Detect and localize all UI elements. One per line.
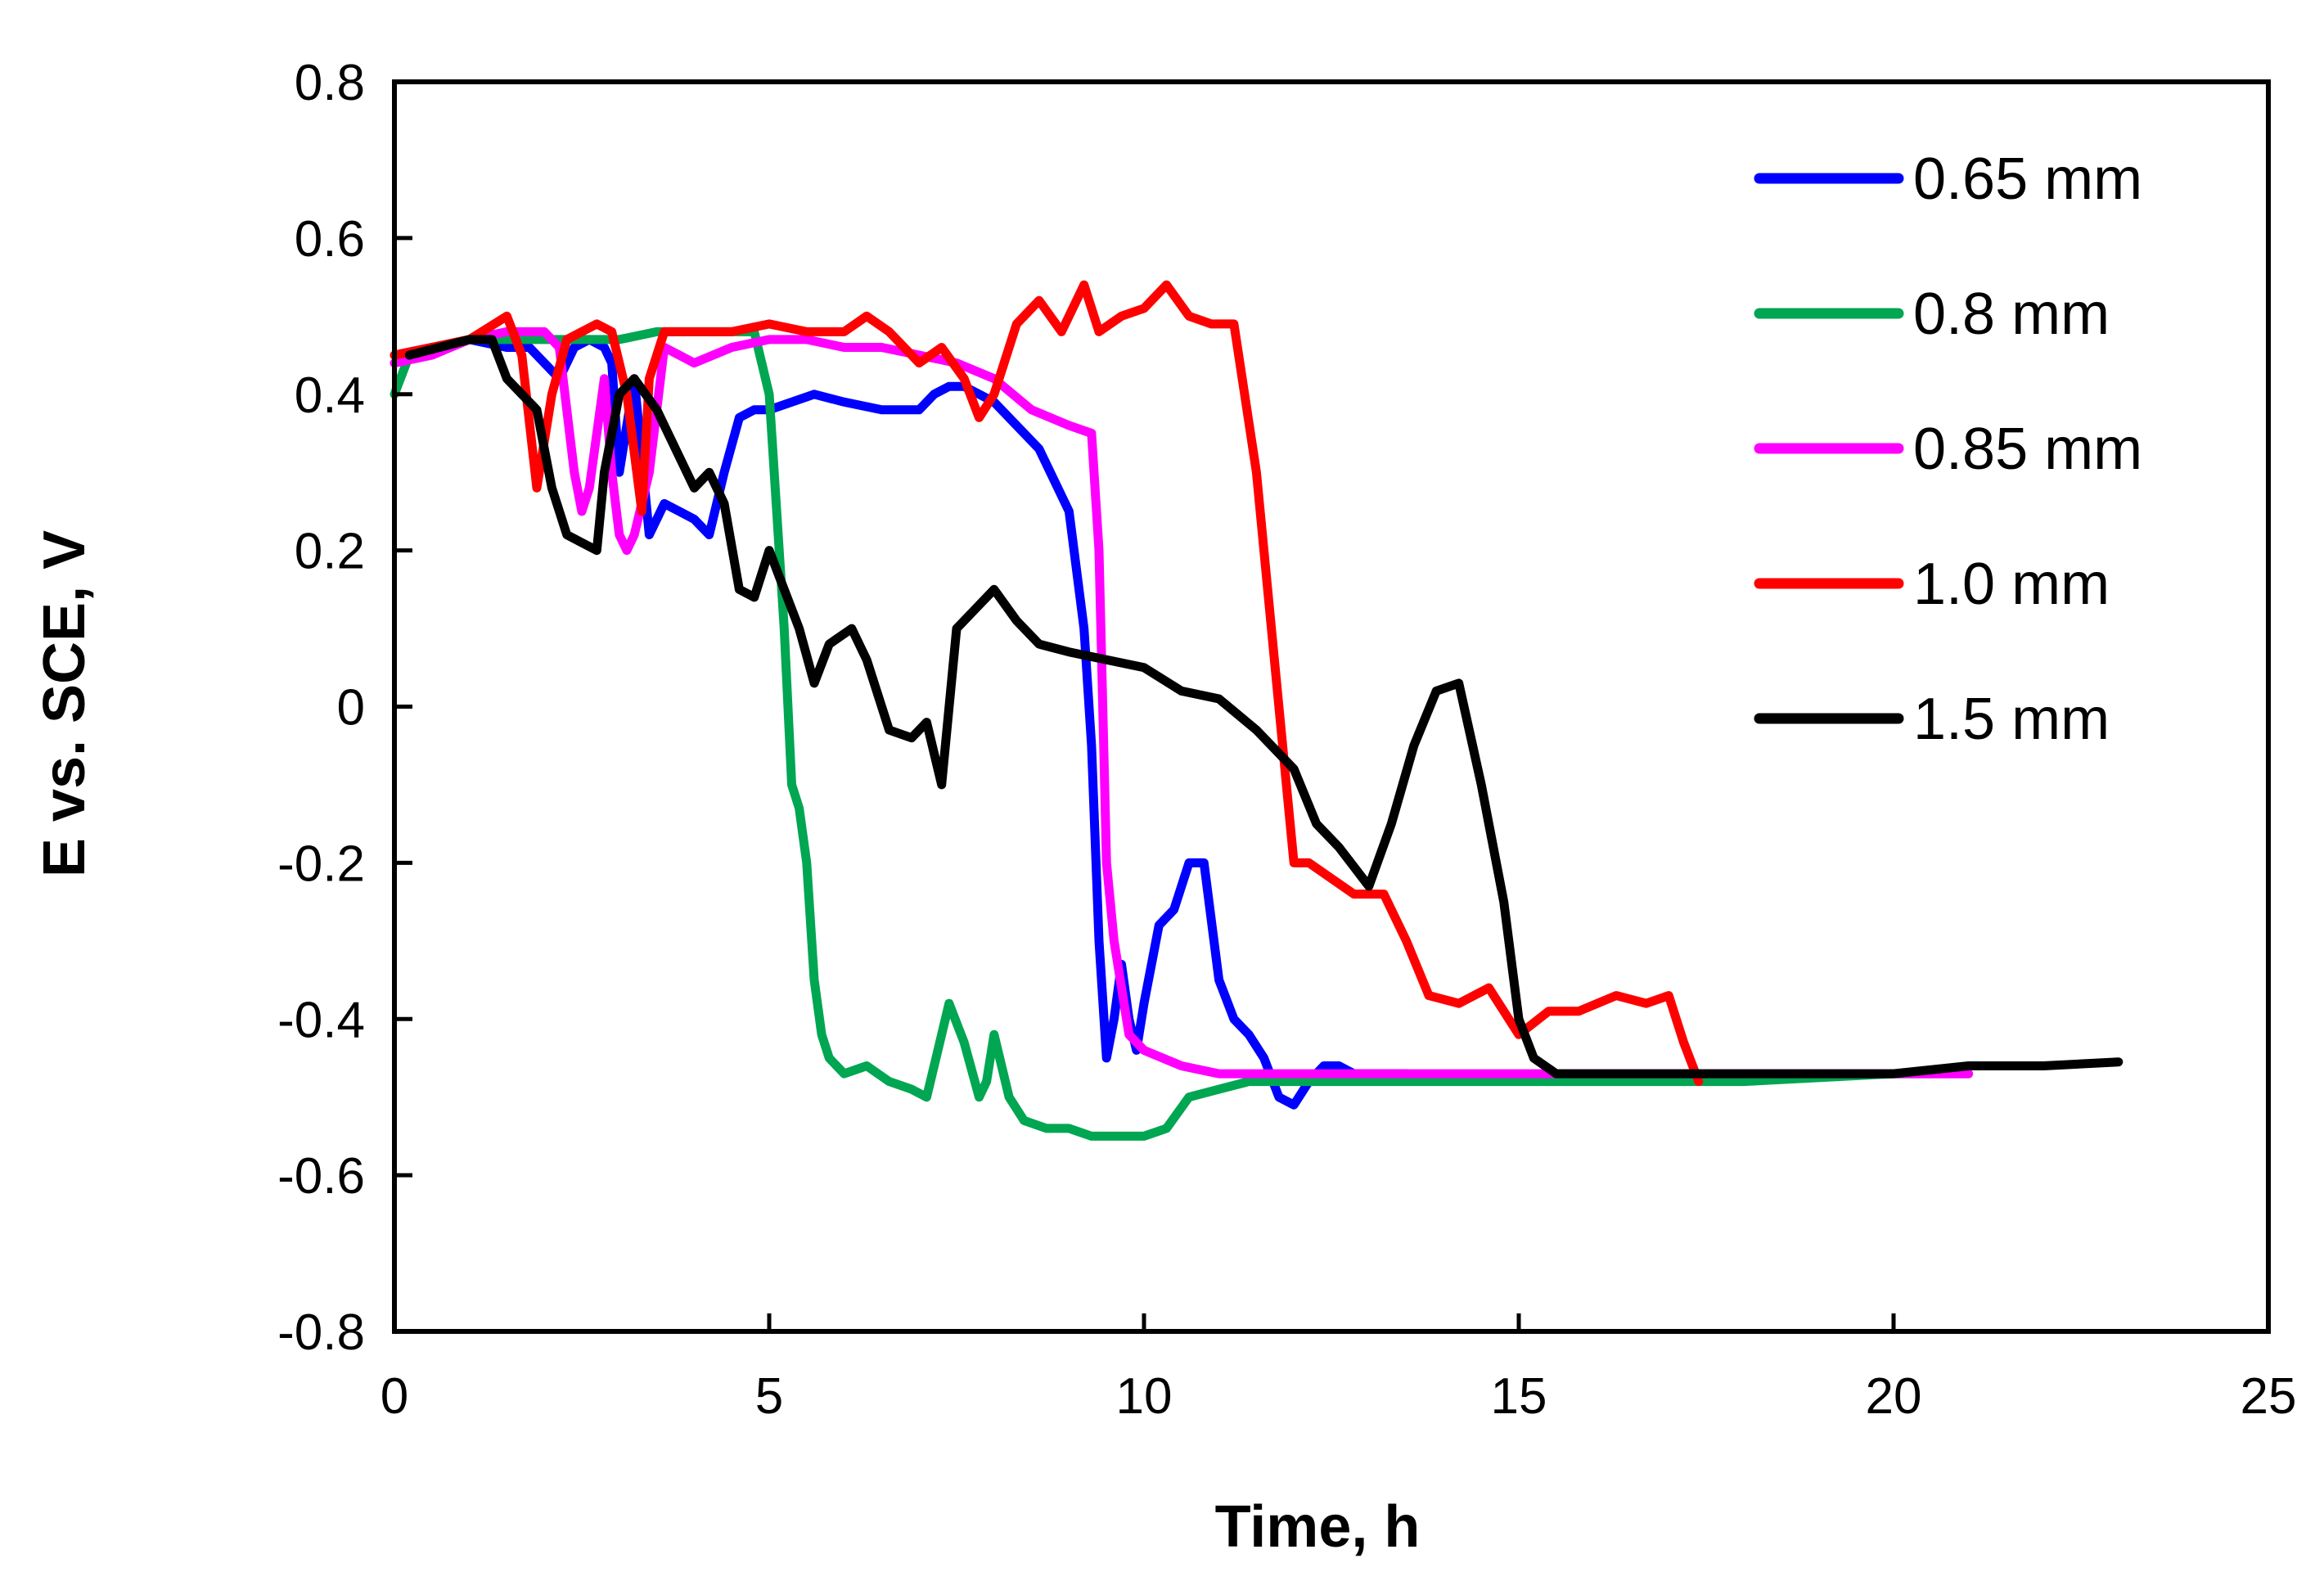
y-axis-ticks: 0.8 0.6 0.4 0.2 0 -0.2 -0.4 -0.6 -0.8 [277,55,412,1361]
x-tick-label: 10 [1116,1368,1173,1425]
x-tick-label: 20 [1866,1368,1922,1425]
y-tick-label: -0.4 [277,992,365,1048]
y-tick-label: -0.6 [277,1148,365,1205]
series-line-1-0-mm [390,280,1704,1087]
y-tick-label: 0.4 [295,367,365,424]
series-line-0-85-mm [390,327,1974,1079]
x-axis-title: Time, h [1215,1494,1421,1560]
x-tick-label: 25 [2241,1368,2297,1425]
x-axis-ticks: 0 5 10 15 20 25 [381,1313,2297,1425]
y-tick-label: 0.6 [295,211,365,268]
legend-label: 0.65 mm [1913,146,2142,212]
legend-label: 1.5 mm [1913,687,2110,752]
y-tick-label: 0.2 [295,524,365,580]
y-tick-label: 0 [337,680,365,736]
series-line-1-5-mm [404,335,2124,1079]
y-tick-label: 0.8 [295,55,365,111]
series-layer [390,280,2124,1141]
y-axis-title: E vs. SCE, V [32,530,97,877]
y-tick-label: -0.2 [277,836,365,892]
legend-label: 0.8 mm [1913,282,2110,347]
x-tick-label: 0 [381,1368,408,1425]
series-line-0-8-mm [390,327,1974,1141]
legend-label: 1.0 mm [1913,552,2110,617]
x-tick-label: 5 [755,1368,783,1425]
y-tick-label: -0.8 [277,1304,365,1361]
x-tick-label: 15 [1491,1368,1547,1425]
legend-label: 0.85 mm [1913,417,2142,482]
legend: 0.65 mm 0.8 mm 0.85 mm 1.0 mm 1.5 mm [1754,146,2142,752]
